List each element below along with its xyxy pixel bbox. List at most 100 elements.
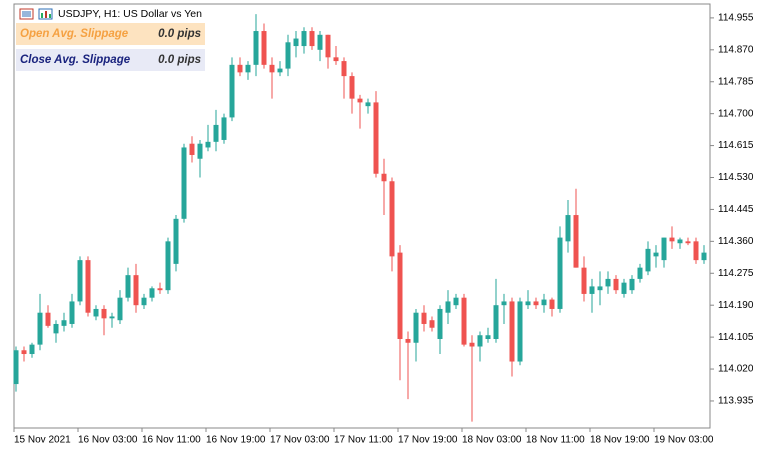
candle-body [37,312,43,345]
y-tick-label: 114.445 [718,204,754,215]
candle-body [557,237,563,309]
candle-body [349,76,355,99]
candle-body [53,323,59,334]
candle-body [581,267,587,294]
candle-body [77,260,83,302]
candle-body [373,102,379,174]
candle-body [125,275,131,298]
candle-body [541,299,547,306]
candle-body [341,61,347,77]
candle-body [485,335,491,339]
y-tick-label: 114.785 [718,76,754,87]
panel-background [16,23,205,45]
symbol-icons [19,8,53,20]
candle-body [613,278,619,291]
candle-body [493,305,499,339]
candle-body [693,241,699,261]
candle-body [677,239,683,244]
candle-body [685,241,691,244]
x-tick-label: 16 Nov 03:00 [78,435,138,446]
x-tick-label: 17 Nov 03:00 [270,435,330,446]
candle-body [277,68,283,73]
candle-body [461,297,467,345]
candle-body [573,215,579,268]
candle-body [565,215,571,242]
panel-label: Open Avg. Slippage [20,28,129,40]
candle-body [653,252,659,257]
candle-body [437,308,443,339]
y-tick-label: 114.360 [718,236,754,247]
candle-body [181,147,187,219]
candle-body [197,143,203,159]
candle-body [389,181,395,257]
candle-body [21,350,27,355]
candle-body [549,299,555,309]
candle-body [669,237,675,242]
y-tick-label: 114.275 [718,268,754,279]
candle-body [429,320,435,328]
candle-body [149,288,155,298]
chart-title: USDJPY, H1: US Dollar vs Yen [58,8,202,20]
candle-body [109,316,115,319]
panel-label: Close Avg. Slippage [20,54,131,66]
candle-body [525,301,531,306]
candle-body [61,320,67,326]
panel-value: 0.0 pips [158,54,201,66]
candle-body [501,301,507,306]
candle-body [477,335,483,347]
y-tick-label: 113.935 [718,396,754,407]
panel-background [16,49,205,71]
candle-body [237,64,243,73]
candle-body [637,267,643,279]
candle-body [605,278,611,287]
x-tick-label: 18 Nov 11:00 [526,435,585,446]
y-tick-label: 114.530 [718,172,754,183]
plot-frame [13,3,711,429]
candle-body [133,275,139,306]
candle-body [85,260,91,313]
candle-body [205,141,211,148]
candle-body [29,344,35,355]
candle-body [93,308,99,317]
candle-body [117,297,123,321]
candle-body [397,252,403,339]
candle-body [13,350,19,385]
candle-body [69,301,75,324]
candle-body [229,64,235,118]
candle-body [101,308,107,319]
candle-body [45,312,51,326]
y-tick-label: 114.190 [718,300,754,311]
y-tick-label: 114.615 [718,140,754,151]
x-tick-label: 17 Nov 19:00 [398,435,458,446]
x-tick-label: 17 Nov 11:00 [334,435,393,446]
y-tick-label: 114.700 [718,108,754,119]
candle-body [405,338,411,343]
candle-body [597,286,603,291]
candle-body [157,288,163,291]
candle-body [381,173,387,182]
candle-body [445,301,451,313]
panel-value: 0.0 pips [158,28,201,40]
candle-body [173,218,179,264]
y-tick-label: 114.105 [718,332,754,343]
candle-body [365,102,371,107]
candle-body [629,278,635,291]
candle-body [533,301,539,306]
x-tick-label: 18 Nov 03:00 [462,435,522,446]
candle-body [285,42,291,69]
candle-body [309,31,315,47]
candle-body [517,301,523,362]
candle-body [469,342,475,347]
y-tick-label: 114.020 [718,364,754,375]
candle-body [509,301,515,362]
candle-body [261,31,267,65]
x-tick-label: 19 Nov 03:00 [654,435,714,446]
y-tick-label: 114.955 [718,13,754,24]
candle-body [701,252,707,261]
candle-body [189,143,195,155]
candle-body [589,286,595,294]
candle-body [453,297,459,306]
candle-body [213,124,219,142]
candle-body [301,31,307,47]
